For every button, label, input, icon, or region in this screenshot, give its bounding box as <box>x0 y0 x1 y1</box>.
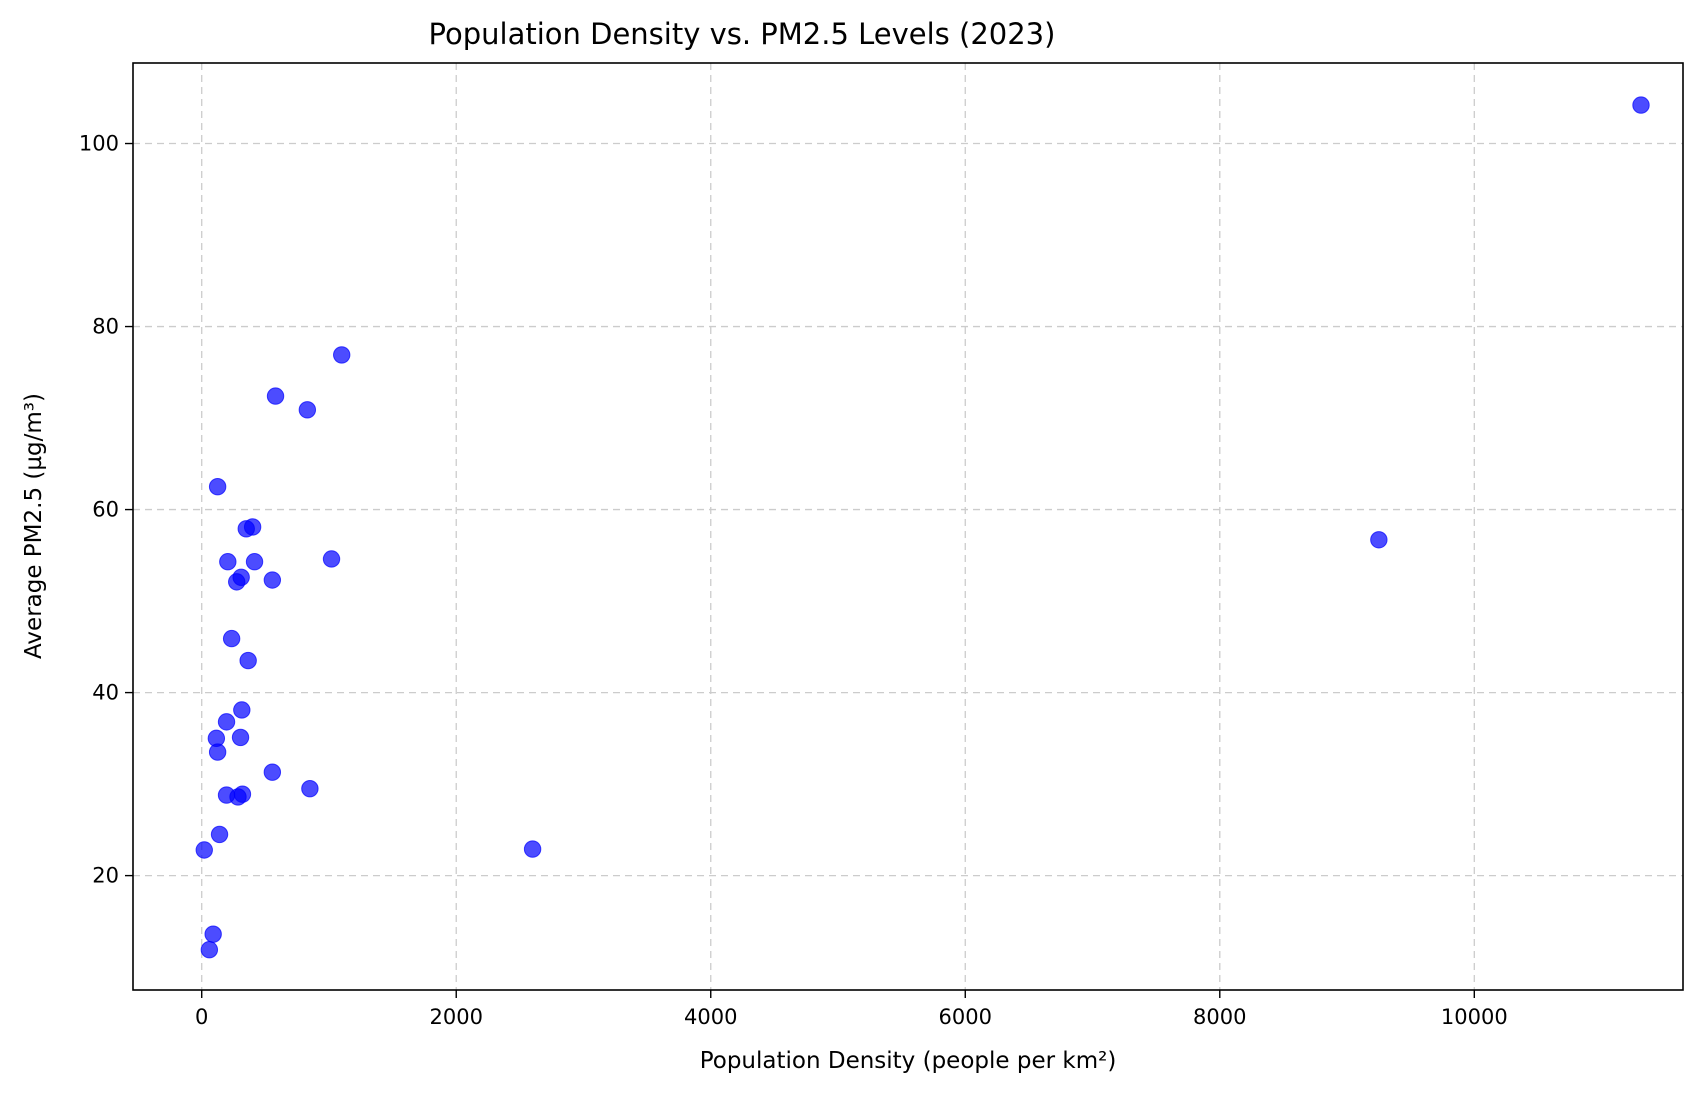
data-point <box>322 550 341 568</box>
data-points <box>195 96 1650 959</box>
data-point <box>266 387 285 405</box>
data-point <box>301 779 319 798</box>
data-point <box>222 629 241 648</box>
data-point <box>333 346 351 364</box>
x-tick-label: 2000 <box>430 1005 483 1029</box>
x-tick-label: 0 <box>195 1005 208 1029</box>
x-tick-label: 8000 <box>1193 1005 1246 1029</box>
data-point <box>200 941 219 959</box>
data-point <box>204 925 222 943</box>
x-axis-ticks: 0 2000 4000 6000 8000 10000 <box>195 990 1508 1029</box>
y-tick-label: 100 <box>79 132 119 156</box>
plot-frame <box>132 62 1684 991</box>
y-axis-label: Average PM2.5 (µg/m³) <box>21 393 47 659</box>
data-point <box>228 573 246 591</box>
x-tick-label: 10000 <box>1441 1005 1508 1029</box>
chart-title: Population Density vs. PM2.5 Levels (202… <box>429 17 1056 51</box>
x-axis-label: Population Density (people per km²) <box>700 1048 1117 1074</box>
data-point <box>263 571 282 589</box>
x-tick-label: 6000 <box>939 1005 992 1029</box>
data-point <box>217 786 236 804</box>
y-tick-label: 80 <box>92 315 119 339</box>
data-point <box>1632 96 1650 114</box>
y-tick-label: 60 <box>92 498 119 522</box>
data-point <box>233 701 251 719</box>
data-point <box>219 553 237 571</box>
data-point <box>239 651 257 670</box>
data-point <box>245 553 264 571</box>
data-point <box>523 840 542 858</box>
y-tick-label: 20 <box>92 864 119 888</box>
data-point <box>263 763 282 781</box>
x-tick-label: 4000 <box>684 1005 737 1029</box>
data-point <box>298 401 317 419</box>
data-point <box>1370 531 1388 549</box>
data-point <box>207 729 226 748</box>
data-point <box>210 825 229 844</box>
grid <box>133 63 1683 990</box>
data-point <box>208 477 227 496</box>
data-point <box>217 713 236 731</box>
y-tick-label: 40 <box>92 681 119 705</box>
data-point <box>237 520 255 538</box>
data-point <box>195 841 213 859</box>
y-axis-ticks: 20 40 60 80 100 <box>79 132 133 888</box>
data-point <box>231 728 250 747</box>
